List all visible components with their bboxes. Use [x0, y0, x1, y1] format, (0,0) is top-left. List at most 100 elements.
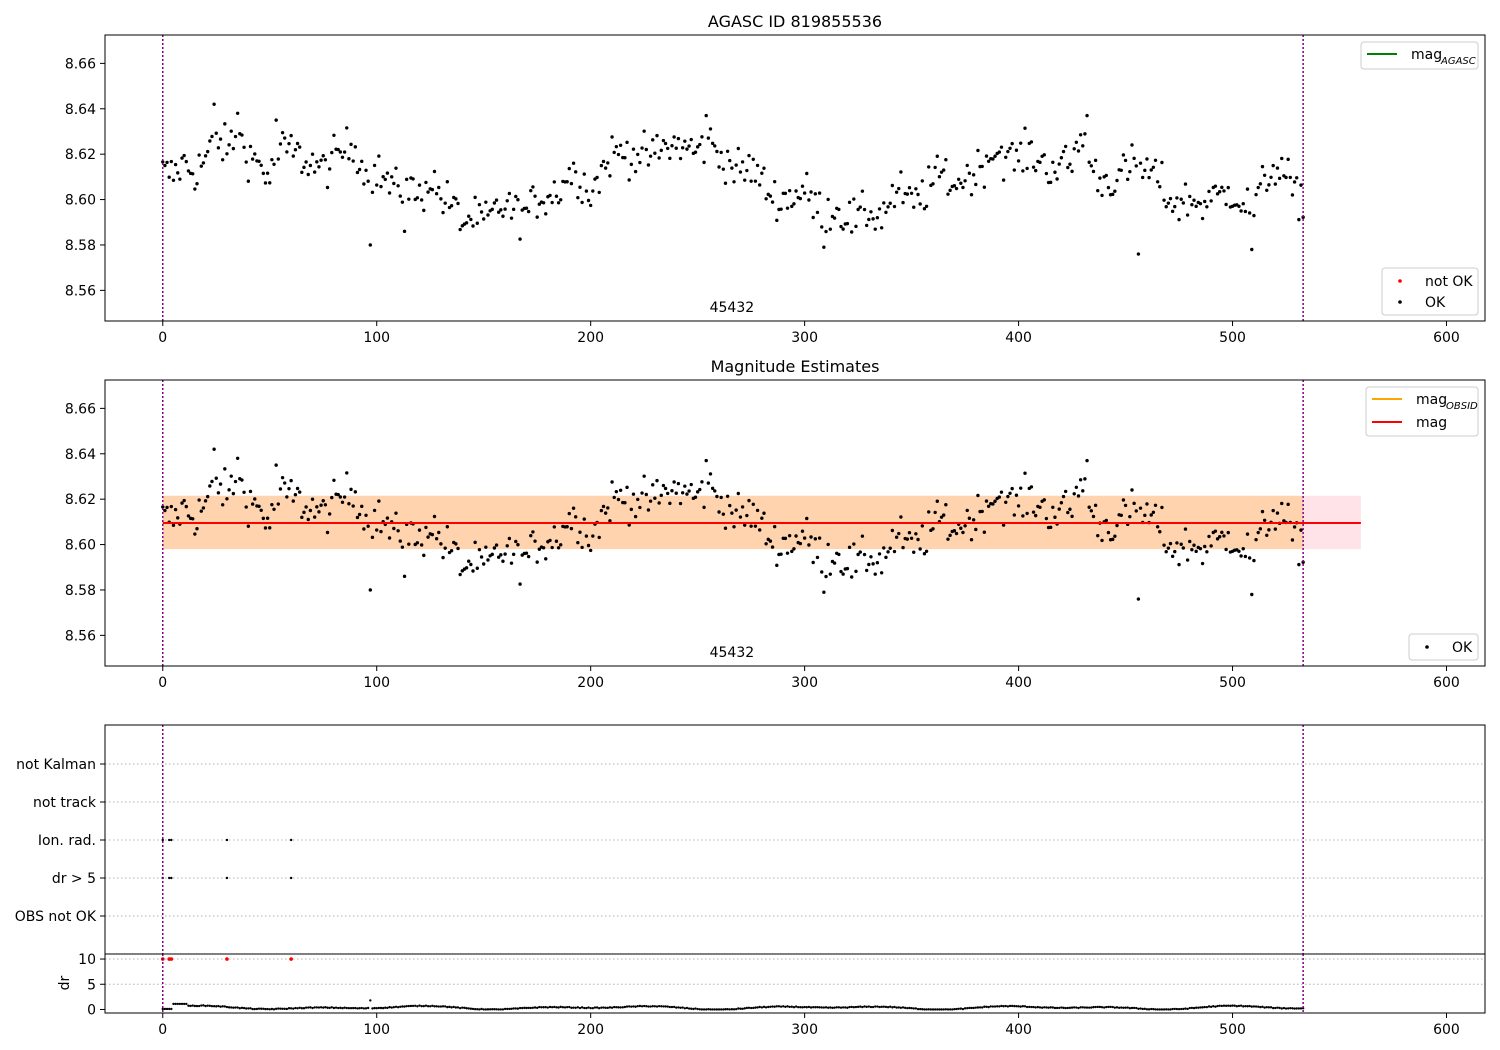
- data-point: [662, 1005, 665, 1008]
- data-point: [178, 177, 182, 181]
- data-point: [454, 1006, 458, 1009]
- data-point: [214, 476, 218, 480]
- data-point: [600, 1006, 603, 1009]
- data-point: [1021, 1005, 1025, 1008]
- data-point: [1070, 169, 1074, 174]
- data-point: [1115, 523, 1119, 528]
- data-point: [540, 1006, 543, 1009]
- data-point: [571, 161, 576, 165]
- data-point: [659, 148, 663, 153]
- data-point: [591, 534, 595, 538]
- data-point: [351, 159, 355, 163]
- data-point: [740, 505, 745, 509]
- data-point: [161, 1007, 164, 1011]
- data-point: [953, 1007, 956, 1011]
- data-point: [867, 1005, 871, 1008]
- data-point: [529, 188, 533, 193]
- data-point: [477, 202, 482, 207]
- data-point: [707, 1008, 710, 1011]
- data-point: [1000, 1004, 1003, 1008]
- data-point: [649, 1005, 652, 1008]
- data-point: [294, 1006, 297, 1010]
- data-point: [304, 505, 308, 509]
- data-point: [328, 1006, 331, 1010]
- data-point: [461, 1006, 464, 1009]
- data-point: [888, 201, 892, 205]
- data-point: [730, 511, 734, 515]
- data-point: [961, 1007, 965, 1011]
- data-point: [1179, 542, 1183, 546]
- data-point: [1143, 513, 1147, 518]
- data-point: [1288, 175, 1293, 180]
- data-point: [568, 1005, 571, 1009]
- data-point: [1023, 471, 1027, 475]
- data-point: [1081, 1006, 1084, 1009]
- data-point: [591, 1006, 595, 1010]
- legend-label: not OK: [1425, 274, 1473, 290]
- data-point: [197, 1004, 201, 1008]
- data-point: [418, 1004, 421, 1007]
- x-tick-label: 0: [158, 330, 167, 346]
- data-point: [223, 122, 227, 126]
- data-point: [709, 1008, 712, 1011]
- data-point: [484, 200, 488, 204]
- data-point: [693, 495, 698, 499]
- data-point: [663, 141, 668, 146]
- data-point: [779, 207, 783, 211]
- data-point: [871, 217, 875, 221]
- data-point: [674, 491, 678, 495]
- data-point: [892, 549, 897, 554]
- data-point: [991, 157, 995, 161]
- data-point: [1070, 1006, 1074, 1009]
- data-point: [385, 171, 390, 175]
- data-point: [790, 1005, 793, 1008]
- data-point: [704, 458, 708, 463]
- data-point: [1262, 173, 1267, 177]
- data-point: [1145, 502, 1149, 506]
- data-point: [234, 1006, 237, 1009]
- data-point: [1008, 146, 1012, 150]
- data-point: [717, 510, 721, 514]
- data-point: [277, 1007, 280, 1010]
- data-point: [176, 1002, 179, 1006]
- data-point: [1010, 486, 1014, 491]
- data-point: [912, 1007, 915, 1010]
- data-point: [828, 572, 833, 576]
- data-point: [550, 1006, 554, 1009]
- data-point: [227, 1006, 231, 1009]
- data-point: [603, 511, 608, 515]
- data-point: [792, 202, 796, 206]
- data-point: [775, 563, 779, 568]
- data-point: [327, 167, 332, 171]
- data-point: [1200, 561, 1205, 566]
- data-point: [280, 475, 285, 480]
- data-point: [811, 560, 815, 565]
- data-point: [1083, 477, 1087, 481]
- data-point: [259, 1007, 263, 1010]
- data-point: [1271, 508, 1275, 513]
- data-point: [1098, 176, 1102, 180]
- data-point: [200, 1004, 203, 1007]
- data-point: [300, 1007, 304, 1010]
- data-point: [377, 1006, 381, 1010]
- data-point: [1197, 1006, 1200, 1009]
- data-point: [554, 539, 559, 543]
- data-point: [1278, 1006, 1281, 1010]
- data-point: [728, 503, 732, 508]
- data-point: [358, 1007, 361, 1010]
- data-point: [578, 1006, 582, 1010]
- data-point: [704, 113, 708, 118]
- data-point: [952, 529, 957, 533]
- data-point: [387, 191, 392, 195]
- data-point: [719, 1008, 723, 1011]
- y-tick-label: 8.56: [65, 283, 96, 299]
- data-point: [218, 137, 223, 141]
- data-point: [1184, 1007, 1187, 1010]
- data-point: [452, 1005, 455, 1009]
- data-point: [809, 1006, 813, 1009]
- data-point: [161, 505, 165, 509]
- data-point: [1066, 1006, 1069, 1010]
- data-point: [815, 210, 820, 215]
- data-point: [225, 152, 229, 156]
- data-point: [1198, 546, 1203, 551]
